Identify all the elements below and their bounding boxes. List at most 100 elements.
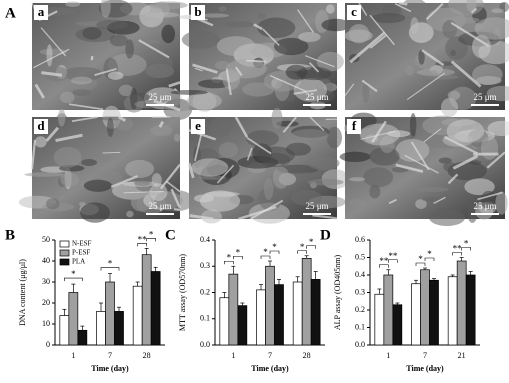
fiber [102, 151, 121, 154]
texture [296, 66, 332, 81]
label-box [34, 5, 48, 20]
y-tick-label: 0.4 [200, 235, 210, 244]
texture [199, 190, 241, 212]
texture [80, 202, 110, 223]
fiber [312, 214, 338, 220]
fiber [246, 147, 253, 161]
fiber [192, 63, 218, 74]
panel-label: C [165, 227, 176, 243]
texture [192, 91, 217, 112]
texture [134, 180, 150, 187]
texture [307, 156, 340, 171]
texture [126, 210, 134, 218]
y-tick-label: 0.1 [355, 322, 365, 331]
legend-label: PLA [72, 258, 85, 266]
texture [242, 82, 275, 97]
fiber [110, 175, 138, 188]
label-box [191, 5, 205, 20]
fiber [406, 72, 445, 101]
significance-bracket [388, 259, 398, 263]
texture [298, 32, 321, 43]
texture [486, 85, 509, 102]
y-tick-label: 0.3 [200, 261, 210, 270]
legend-label: P-ESF [72, 249, 90, 257]
significance-label: * [272, 242, 277, 252]
fiber [470, 7, 478, 14]
texture [173, 133, 181, 142]
scale-bar-label: 25 μm [148, 201, 171, 211]
bar [411, 283, 421, 346]
bar [228, 273, 239, 346]
texture [82, 27, 102, 40]
texture [149, 1, 188, 10]
image-label: f [352, 118, 357, 133]
fiber [31, 2, 34, 5]
texture [307, 178, 344, 186]
significance-label: ** [138, 234, 148, 244]
x-tick-label: 7 [268, 351, 272, 360]
significance-bracket [461, 247, 471, 251]
y-tick-label: 0.0 [355, 340, 365, 349]
x-axis-title: Time (day) [251, 364, 289, 373]
y-tick-label: 0.5 [355, 252, 365, 261]
panel-label: A [5, 5, 16, 21]
texture [442, 133, 474, 147]
texture [222, 68, 241, 90]
texture [81, 159, 98, 167]
texture [440, 98, 458, 117]
texture [118, 84, 134, 97]
texture [57, 108, 66, 127]
texture [209, 117, 232, 138]
sem-image: a 25 μm [31, 0, 196, 121]
texture [65, 1, 81, 7]
sem-image: d 25 μm [18, 105, 195, 223]
fiber [216, 164, 235, 184]
fiber [189, 214, 214, 221]
fiber [194, 67, 203, 72]
fiber [450, 21, 490, 47]
bar [456, 260, 467, 346]
bar [301, 258, 312, 346]
texture [362, 80, 370, 104]
fiber [262, 28, 280, 47]
legend-swatch [59, 240, 70, 248]
texture [59, 91, 75, 104]
image-label: d [37, 118, 45, 133]
fiber [344, 83, 355, 96]
bar [374, 293, 385, 346]
texture [256, 146, 296, 165]
texture [399, 58, 420, 74]
label-box [347, 119, 361, 134]
significance-bracket [137, 243, 147, 247]
bar [274, 284, 284, 346]
texture [400, 0, 428, 18]
texture [149, 183, 168, 202]
texture [107, 71, 124, 80]
y-tick-label: 0.2 [200, 287, 210, 296]
texture [447, 90, 461, 101]
fiber [187, 162, 195, 179]
texture [46, 44, 53, 67]
scale-bar-label: 25 μm [473, 201, 496, 211]
x-axis-title: Time (day) [406, 364, 444, 373]
texture [371, 13, 406, 24]
fiber [395, 163, 424, 173]
y-tick-label: 0.1 [200, 314, 210, 323]
fiber [170, 188, 182, 209]
fiber [158, 120, 165, 128]
label-box [34, 119, 48, 134]
y-axis-title: MTT assay (OD570nm) [178, 254, 187, 332]
fiber [40, 27, 67, 57]
texture [472, 64, 503, 86]
texture [418, 49, 425, 65]
significance-bracket [269, 250, 280, 254]
fiber [308, 62, 320, 73]
fiber [253, 23, 263, 31]
texture [34, 136, 47, 148]
fiber [71, 116, 98, 123]
texture [263, 178, 274, 200]
bar [114, 311, 124, 346]
fiber [450, 60, 482, 88]
significance-bracket [233, 255, 243, 260]
texture [386, 130, 411, 138]
